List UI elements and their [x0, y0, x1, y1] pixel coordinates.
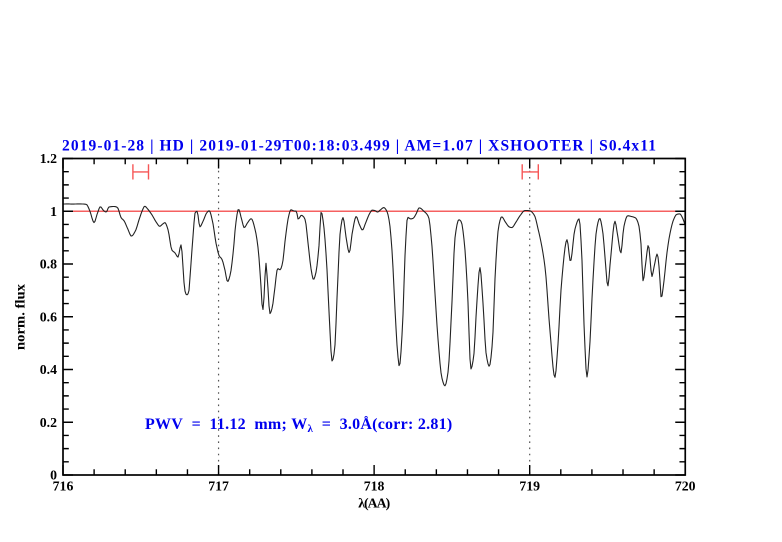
svg-text:716: 716 [53, 479, 74, 494]
svg-text:1.2: 1.2 [40, 151, 57, 166]
svg-text:PWV = 11.12 mm; Wλ = 3.0Å: PWV = 11.12 mm; Wλ = 3.0Å(corr: 2.81) [145, 415, 452, 435]
svg-text:1: 1 [50, 204, 57, 219]
svg-text:717: 717 [208, 479, 229, 494]
svg-text:0.2: 0.2 [40, 415, 57, 430]
svg-text:2019-01-28 | HD | 2019-01-29T0: 2019-01-28 | HD | 2019-01-29T00:18:03.49… [62, 138, 656, 155]
svg-text:λ(AA): λ(AA) [358, 496, 390, 512]
svg-text:0.8: 0.8 [40, 257, 57, 272]
svg-text:0.4: 0.4 [40, 362, 57, 377]
svg-text:0.6: 0.6 [40, 309, 57, 324]
svg-text:720: 720 [675, 479, 696, 494]
svg-text:719: 719 [519, 479, 540, 494]
svg-text:norm. flux: norm. flux [13, 284, 28, 350]
svg-text:0: 0 [50, 468, 57, 483]
svg-text:718: 718 [364, 479, 385, 494]
